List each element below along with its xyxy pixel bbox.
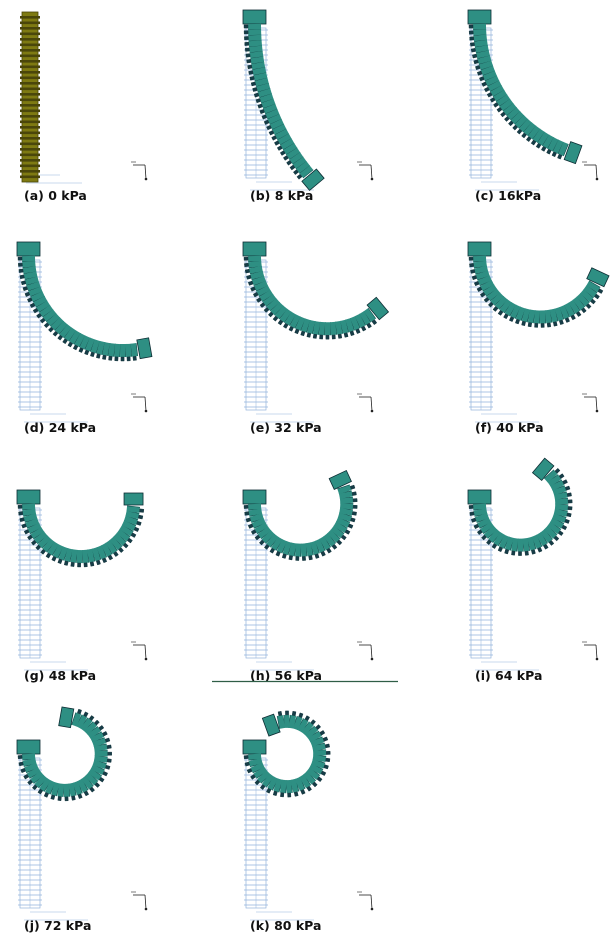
coordinate-triad-icon	[131, 393, 148, 413]
panel-caption: (h) 56 kPa	[250, 668, 322, 683]
panel-caption: (c) 16kPa	[475, 188, 541, 203]
finger-deformed	[467, 241, 610, 328]
finger-deformed	[16, 489, 145, 568]
coordinate-triad-icon	[582, 161, 599, 181]
finger-deformed	[242, 9, 325, 192]
panel: (c) 16kPa	[467, 9, 599, 203]
coordinate-triad-icon	[357, 393, 374, 413]
finger-deformed	[467, 457, 573, 556]
panel-caption: (k) 80 kPa	[250, 918, 321, 933]
coordinate-triad-icon	[131, 641, 148, 661]
panel-caption: (f) 40 kPa	[475, 420, 544, 435]
panel: (k) 80 kPa	[242, 710, 374, 933]
finger-deformed	[242, 710, 331, 798]
panel-caption: (d) 24 kPa	[24, 420, 96, 435]
panel-caption: (i) 64 kPa	[475, 668, 542, 683]
panel: (e) 32 kPa	[242, 241, 390, 435]
coordinate-triad-icon	[582, 641, 599, 661]
panel-caption: (a) 0 kPa	[24, 188, 87, 203]
panel-caption: (b) 8 kPa	[250, 188, 313, 203]
panel: (b) 8 kPa	[242, 9, 374, 203]
panel: (i) 64 kPa	[467, 457, 599, 683]
panel-caption: (e) 32 kPa	[250, 420, 322, 435]
panel: (a) 0 kPa	[20, 11, 148, 203]
finger-deformed	[242, 469, 358, 561]
finger-deformed	[467, 9, 583, 165]
panels-layer: (a) 0 kPa (b) 8 kPa (c) 16kPa (d) 24 kPa (e)…	[16, 9, 610, 933]
panel: (g) 48 kPa	[16, 489, 148, 683]
coordinate-triad-icon	[357, 891, 374, 911]
panel: (j) 72 kPa	[16, 706, 148, 933]
finger-undeformed	[20, 11, 40, 183]
panel: (d) 24 kPa	[16, 241, 153, 435]
panel-caption: (j) 72 kPa	[24, 918, 91, 933]
coordinate-triad-icon	[131, 891, 148, 911]
panel: (f) 40 kPa	[467, 241, 610, 435]
undeformed-mesh-outline	[18, 259, 88, 423]
coordinate-triad-icon	[357, 641, 374, 661]
finger-deformed	[242, 241, 390, 340]
coordinate-triad-icon	[582, 393, 599, 413]
coordinate-triad-icon	[357, 161, 374, 181]
finger-deformed	[16, 706, 112, 802]
panel-caption: (g) 48 kPa	[24, 668, 96, 683]
panel: (h) 56 kPa	[242, 469, 374, 683]
finger-deformed	[16, 241, 153, 362]
coordinate-triad-icon	[131, 161, 148, 181]
